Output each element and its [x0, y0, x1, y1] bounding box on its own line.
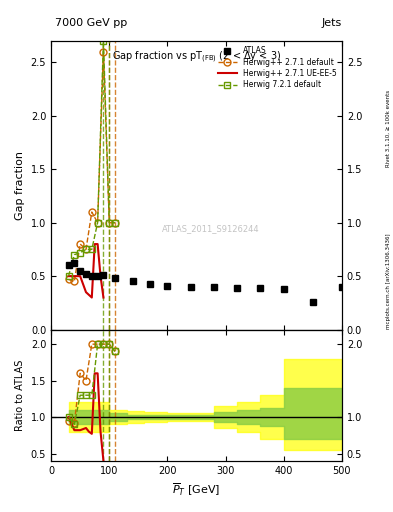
Text: Rivet 3.1.10, ≥ 100k events: Rivet 3.1.10, ≥ 100k events [386, 90, 391, 166]
Herwig++ 2.7.1 UE-EE-5 [90, 294, 94, 301]
ATLAS [113, 275, 118, 282]
Herwig++ 2.7.1 UE-EE-5 [101, 294, 106, 301]
ATLAS [258, 285, 263, 291]
Herwig++ 2.7.1 default [84, 246, 88, 252]
ATLAS [310, 298, 315, 305]
Herwig++ 2.7.1 UE-EE-5 [92, 241, 97, 247]
Herwig++ 2.7.1 UE-EE-5 [98, 273, 103, 279]
ATLAS [130, 279, 135, 285]
Line: ATLAS: ATLAS [66, 261, 345, 305]
Herwig 7.2.1 default [95, 220, 100, 226]
ATLAS [188, 284, 193, 290]
Herwig++ 2.7.1 default [107, 220, 112, 226]
Herwig 7.2.1 default [78, 249, 83, 255]
Herwig 7.2.1 default [84, 246, 88, 252]
Herwig++ 2.7.1 default [66, 276, 71, 283]
ATLAS [72, 260, 77, 266]
ATLAS [84, 271, 88, 277]
Text: Jets: Jets [321, 18, 342, 28]
Herwig 7.2.1 default [101, 38, 106, 44]
Line: Herwig++ 2.7.1 default: Herwig++ 2.7.1 default [65, 48, 119, 285]
Herwig 7.2.1 default [72, 252, 77, 258]
Herwig++ 2.7.1 UE-EE-5 [66, 273, 71, 279]
ATLAS [165, 283, 170, 289]
Herwig++ 2.7.1 UE-EE-5 [78, 273, 83, 279]
Herwig++ 2.7.1 UE-EE-5 [72, 273, 77, 279]
Herwig++ 2.7.1 default [90, 209, 94, 215]
ATLAS [340, 284, 344, 290]
Herwig 7.2.1 default [113, 220, 118, 226]
Herwig 7.2.1 default [90, 246, 94, 252]
ATLAS [78, 268, 83, 274]
Line: Herwig++ 2.7.1 UE-EE-5: Herwig++ 2.7.1 UE-EE-5 [68, 244, 103, 297]
Text: 7000 GeV pp: 7000 GeV pp [55, 18, 127, 28]
Line: Herwig 7.2.1 default: Herwig 7.2.1 default [65, 37, 119, 280]
ATLAS [95, 273, 100, 279]
ATLAS [66, 262, 71, 268]
Herwig++ 2.7.1 UE-EE-5 [84, 289, 88, 295]
ATLAS [90, 273, 94, 279]
Herwig++ 2.7.1 default [78, 241, 83, 247]
Herwig 7.2.1 default [107, 220, 112, 226]
ATLAS [101, 272, 106, 278]
Text: mcplots.cern.ch [arXiv:1306.3436]: mcplots.cern.ch [arXiv:1306.3436] [386, 234, 391, 329]
Herwig 7.2.1 default [66, 273, 71, 279]
X-axis label: $\overline{P}_T$ [GeV]: $\overline{P}_T$ [GeV] [173, 481, 220, 498]
ATLAS [211, 284, 216, 290]
Herwig++ 2.7.1 default [101, 49, 106, 55]
Legend: ATLAS, Herwig++ 2.7.1 default, Herwig++ 2.7.1 UE-EE-5, Herwig 7.2.1 default: ATLAS, Herwig++ 2.7.1 default, Herwig++ … [215, 43, 340, 92]
Text: Gap fraction vs pT$_{\mathregular{(FB)}}$ (2 < $\Delta$y < 3): Gap fraction vs pT$_{\mathregular{(FB)}}… [112, 50, 281, 65]
Y-axis label: Gap fraction: Gap fraction [15, 151, 25, 220]
Herwig++ 2.7.1 UE-EE-5 [95, 241, 100, 247]
Herwig++ 2.7.1 default [113, 220, 118, 226]
Text: ATLAS_2011_S9126244: ATLAS_2011_S9126244 [162, 224, 260, 233]
ATLAS [281, 286, 286, 292]
Y-axis label: Ratio to ATLAS: Ratio to ATLAS [15, 359, 25, 431]
ATLAS [148, 281, 152, 287]
Herwig++ 2.7.1 default [72, 279, 77, 285]
ATLAS [235, 285, 240, 291]
Herwig++ 2.7.1 default [95, 220, 100, 226]
